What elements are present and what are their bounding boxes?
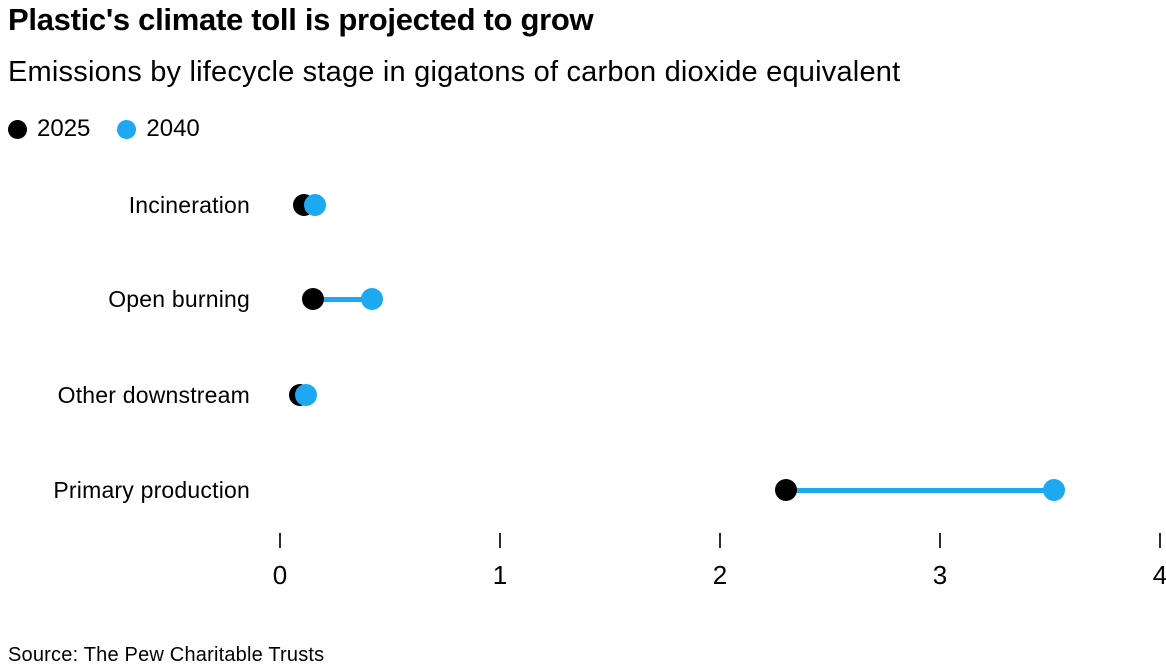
dot-2040 xyxy=(1043,479,1066,501)
dot-2025 xyxy=(775,479,797,501)
axis-tick-label: 2 xyxy=(712,560,728,590)
chart-title: Plastic's climate toll is projected to g… xyxy=(8,2,594,37)
axis-tick-label: 1 xyxy=(492,560,508,590)
category-label: Primary production xyxy=(53,477,250,503)
legend: 2025 2040 xyxy=(8,115,200,143)
axis-tick-label: 3 xyxy=(932,560,948,590)
axis-tick xyxy=(499,533,501,548)
dot-2040 xyxy=(304,194,327,216)
legend-dot-2040 xyxy=(117,119,137,139)
axis-tick xyxy=(1159,533,1161,548)
dot-2040 xyxy=(295,384,318,406)
legend-item-2025: 2025 xyxy=(8,115,90,143)
dot-2025 xyxy=(302,288,324,310)
dot-2040 xyxy=(361,288,384,310)
axis-tick-label: 0 xyxy=(272,560,288,590)
connector-line xyxy=(313,296,373,302)
category-label: Incineration xyxy=(128,192,250,218)
legend-dot-2025 xyxy=(8,119,27,139)
legend-item-2040: 2040 xyxy=(117,115,200,143)
category-label: Open burning xyxy=(108,286,250,312)
chart-subtitle: Emissions by lifecycle stage in gigatons… xyxy=(8,56,901,88)
category-label: Other downstream xyxy=(57,382,250,408)
source-note: Source: The Pew Charitable Trusts xyxy=(8,644,325,666)
axis-tick xyxy=(939,533,941,548)
axis-tick-label: 4 xyxy=(1152,560,1166,590)
axis-tick xyxy=(279,533,281,548)
connector-line xyxy=(786,487,1055,493)
legend-label-2040: 2040 xyxy=(146,115,200,142)
axis-tick xyxy=(719,533,721,548)
legend-label-2025: 2025 xyxy=(37,115,91,142)
